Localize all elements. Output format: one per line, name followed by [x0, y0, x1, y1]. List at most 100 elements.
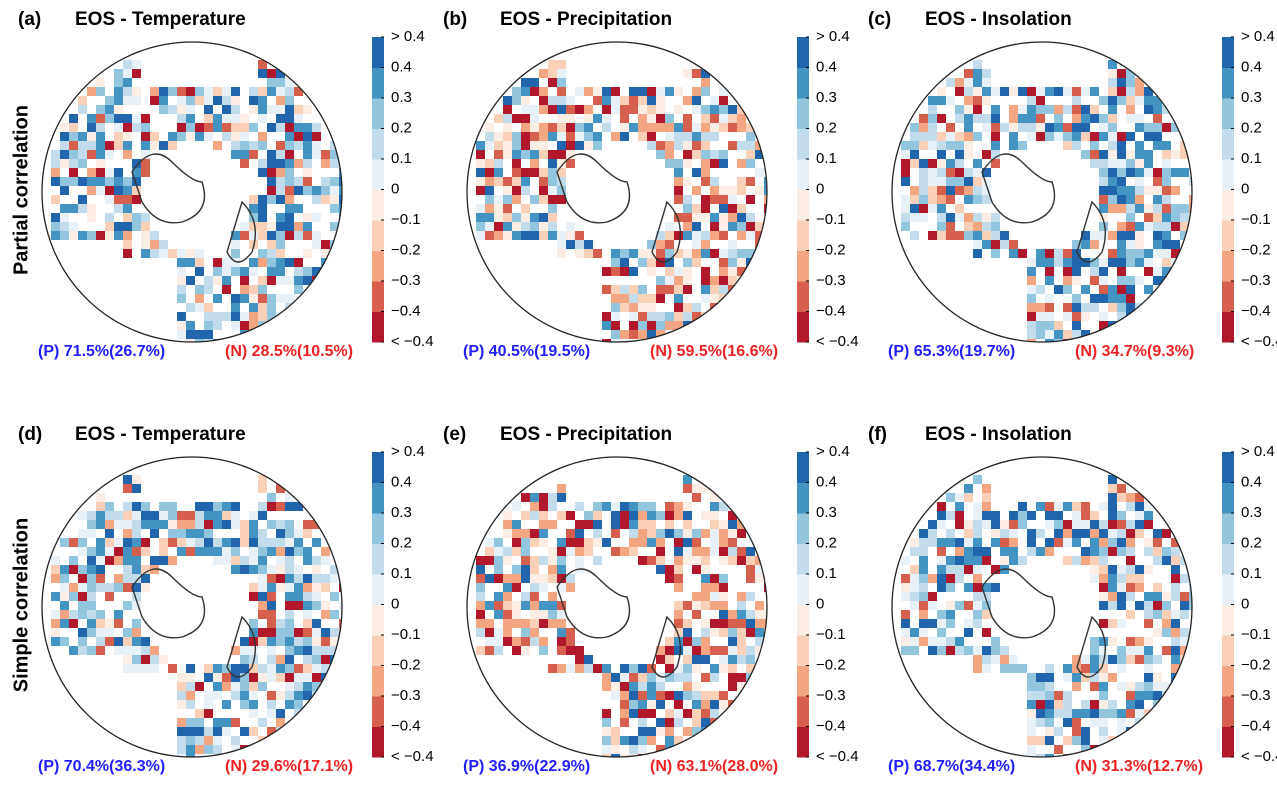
map-pixel	[991, 637, 1000, 646]
map-pixel	[566, 637, 575, 646]
map-pixel	[485, 637, 494, 646]
map-pixel	[982, 177, 991, 186]
map-pixel	[1072, 141, 1081, 150]
map-pixel	[51, 592, 60, 601]
map-pixel	[973, 222, 982, 231]
map-pixel	[195, 547, 204, 556]
map-pixel	[647, 249, 656, 258]
map-pixel	[60, 141, 69, 150]
map-pixel	[1162, 556, 1171, 565]
map-pixel	[1045, 132, 1054, 141]
colorbar-label: −0.2	[391, 656, 421, 673]
map-pixel	[1162, 529, 1171, 538]
map-pixel	[737, 186, 746, 195]
map-pixel	[647, 556, 656, 565]
map-pixel	[665, 637, 674, 646]
map-pixel	[339, 601, 342, 610]
map-pixel	[276, 177, 285, 186]
map-pixel	[330, 204, 339, 213]
colorbar-segment	[372, 220, 384, 251]
map-pixel	[991, 141, 1000, 150]
map-pixel	[701, 511, 710, 520]
map-pixel	[764, 186, 767, 195]
map-pixel	[629, 664, 638, 673]
map-pixel	[719, 186, 728, 195]
map-pixel	[1108, 150, 1117, 159]
map-pixel	[1108, 475, 1117, 484]
map-pixel	[647, 502, 656, 511]
map-pixel	[249, 258, 258, 267]
map-pixel	[566, 222, 575, 231]
map-pixel	[258, 60, 267, 69]
map-pixel	[1072, 294, 1081, 303]
map-pixel	[258, 249, 267, 258]
map-pixel	[1045, 520, 1054, 529]
map-pixel	[991, 240, 1000, 249]
map-pixel	[195, 330, 204, 339]
map-pixel	[602, 682, 611, 691]
map-pixel	[294, 267, 303, 276]
map-pixel	[258, 312, 267, 321]
map-pixel	[485, 168, 494, 177]
map-pixel	[701, 583, 710, 592]
map-pixel	[321, 267, 330, 276]
map-pixel	[267, 601, 276, 610]
map-pixel	[87, 574, 96, 583]
map-pixel	[656, 556, 665, 565]
map-pixel	[737, 646, 746, 655]
map-pixel	[919, 159, 928, 168]
map-pixel	[1135, 177, 1144, 186]
map-pixel	[285, 673, 294, 682]
map-pixel	[521, 646, 530, 655]
map-pixel	[258, 502, 267, 511]
map-pixel	[1072, 709, 1081, 718]
map-pixel	[1009, 556, 1018, 565]
colorbar-label: < −0.4	[816, 748, 859, 765]
map-pixel	[503, 601, 512, 610]
map-pixel	[1045, 303, 1054, 312]
map-pixel	[51, 574, 60, 583]
map-pixel	[132, 177, 141, 186]
map-pixel	[692, 123, 701, 132]
map-pixel	[1036, 691, 1045, 700]
map-pixel	[557, 249, 566, 258]
map-pixel	[1009, 240, 1018, 249]
map-pixel	[1162, 204, 1171, 213]
map-pixel	[575, 556, 584, 565]
map-pixel	[710, 96, 719, 105]
map-pixel	[485, 141, 494, 150]
coastline	[131, 153, 256, 263]
map-pixel	[1090, 700, 1099, 709]
map-pixel	[928, 646, 937, 655]
map-pixel	[1162, 123, 1171, 132]
map-pixel	[1027, 312, 1036, 321]
colorbar-label: −0.2	[816, 656, 846, 673]
map-pixel	[503, 132, 512, 141]
map-pixel	[710, 493, 719, 502]
colorbar-segment	[797, 128, 809, 160]
map-pixel	[114, 168, 123, 177]
map-pixel	[1036, 312, 1045, 321]
map-pixel	[240, 321, 249, 330]
map-pixel	[249, 745, 258, 754]
map-pixel	[656, 276, 665, 285]
map-pixel	[1090, 511, 1099, 520]
map-pixel	[674, 276, 683, 285]
map-pixel	[96, 177, 105, 186]
map-pixel	[177, 718, 186, 727]
map-pixel	[728, 213, 737, 222]
map-pixel	[728, 285, 737, 294]
map-pixel	[285, 87, 294, 96]
map-pixel	[1000, 646, 1009, 655]
map-pixel	[96, 502, 105, 511]
map-pixel	[928, 177, 937, 186]
map-pixel	[231, 321, 240, 330]
map-pixel	[285, 177, 294, 186]
map-pixel	[1153, 231, 1162, 240]
map-pixel	[629, 249, 638, 258]
map-pixel	[674, 673, 683, 682]
map-pixel	[683, 538, 692, 547]
map-pixel	[539, 619, 548, 628]
map-pixel	[928, 529, 937, 538]
map-pixel	[132, 619, 141, 628]
